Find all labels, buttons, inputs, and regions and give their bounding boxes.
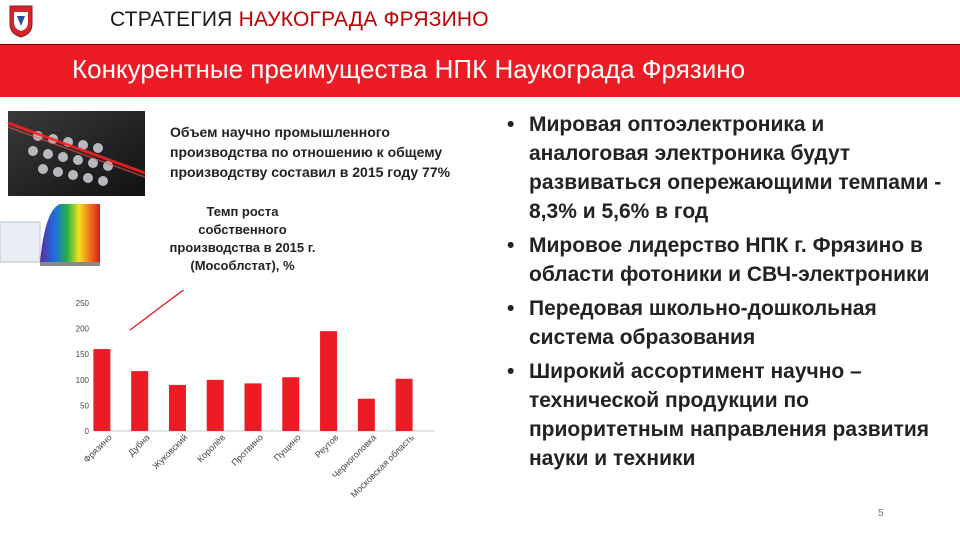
- spectrum-chart-image: [0, 204, 100, 266]
- x-tick-label: Королёв: [195, 432, 227, 464]
- page-number: 5: [878, 508, 884, 519]
- chart-bar: [244, 383, 262, 431]
- bullet-item: Мировое лидерство НПК г. Фрязино в облас…: [505, 231, 945, 289]
- header-title-part2: НАУКОГРАДА ФРЯЗИНО: [238, 8, 489, 31]
- callout-line: [129, 290, 185, 331]
- page-header-title: СТРАТЕГИЯ НАУКОГРАДА ФРЯЗИНО: [110, 8, 489, 32]
- chart-bar: [395, 378, 413, 431]
- title-banner: [0, 45, 960, 97]
- y-tick-label: 100: [76, 376, 90, 385]
- x-tick-label: Фрязино: [81, 432, 113, 464]
- chart-bar: [168, 384, 186, 431]
- x-tick-label: Реутов: [313, 432, 341, 460]
- city-emblem-icon: [9, 5, 33, 38]
- y-tick-label: 0: [85, 427, 90, 436]
- y-tick-label: 50: [80, 401, 89, 410]
- production-share-caption: Объем научно промышленного производства …: [170, 124, 451, 180]
- x-tick-label: Жуковский: [151, 432, 190, 471]
- slide-title: Конкурентные преимущества НПК Наукограда…: [72, 54, 746, 84]
- x-tick-label: Пущино: [272, 432, 303, 463]
- y-tick-label: 250: [76, 299, 90, 308]
- y-tick-label: 150: [76, 350, 90, 359]
- chart-bar: [320, 331, 338, 431]
- growth-rate-caption: Темп роста собственного производства в 2…: [169, 204, 316, 273]
- x-tick-label: Протвино: [229, 432, 264, 467]
- x-tick-label: Дубна: [126, 432, 151, 457]
- chart-bar: [131, 371, 149, 431]
- bullet-item: Передовая школьно-дошкольная система обр…: [505, 294, 945, 352]
- chart-bar: [282, 377, 300, 431]
- chart-bar: [206, 379, 224, 431]
- y-tick-label: 200: [76, 325, 90, 334]
- advantages-list: Мировая оптоэлектроника и аналоговая эле…: [505, 110, 945, 478]
- header-title-part1: СТРАТЕГИЯ: [110, 8, 233, 31]
- chart-bar: [93, 349, 111, 431]
- bullet-item: Мировая оптоэлектроника и аналоговая эле…: [505, 110, 945, 226]
- x-tick-label: Московская область: [349, 432, 417, 500]
- crystal-lattice-image: [8, 111, 145, 196]
- chart-bar: [357, 398, 375, 431]
- bullet-item: Широкий ассортимент научно – технической…: [505, 357, 945, 473]
